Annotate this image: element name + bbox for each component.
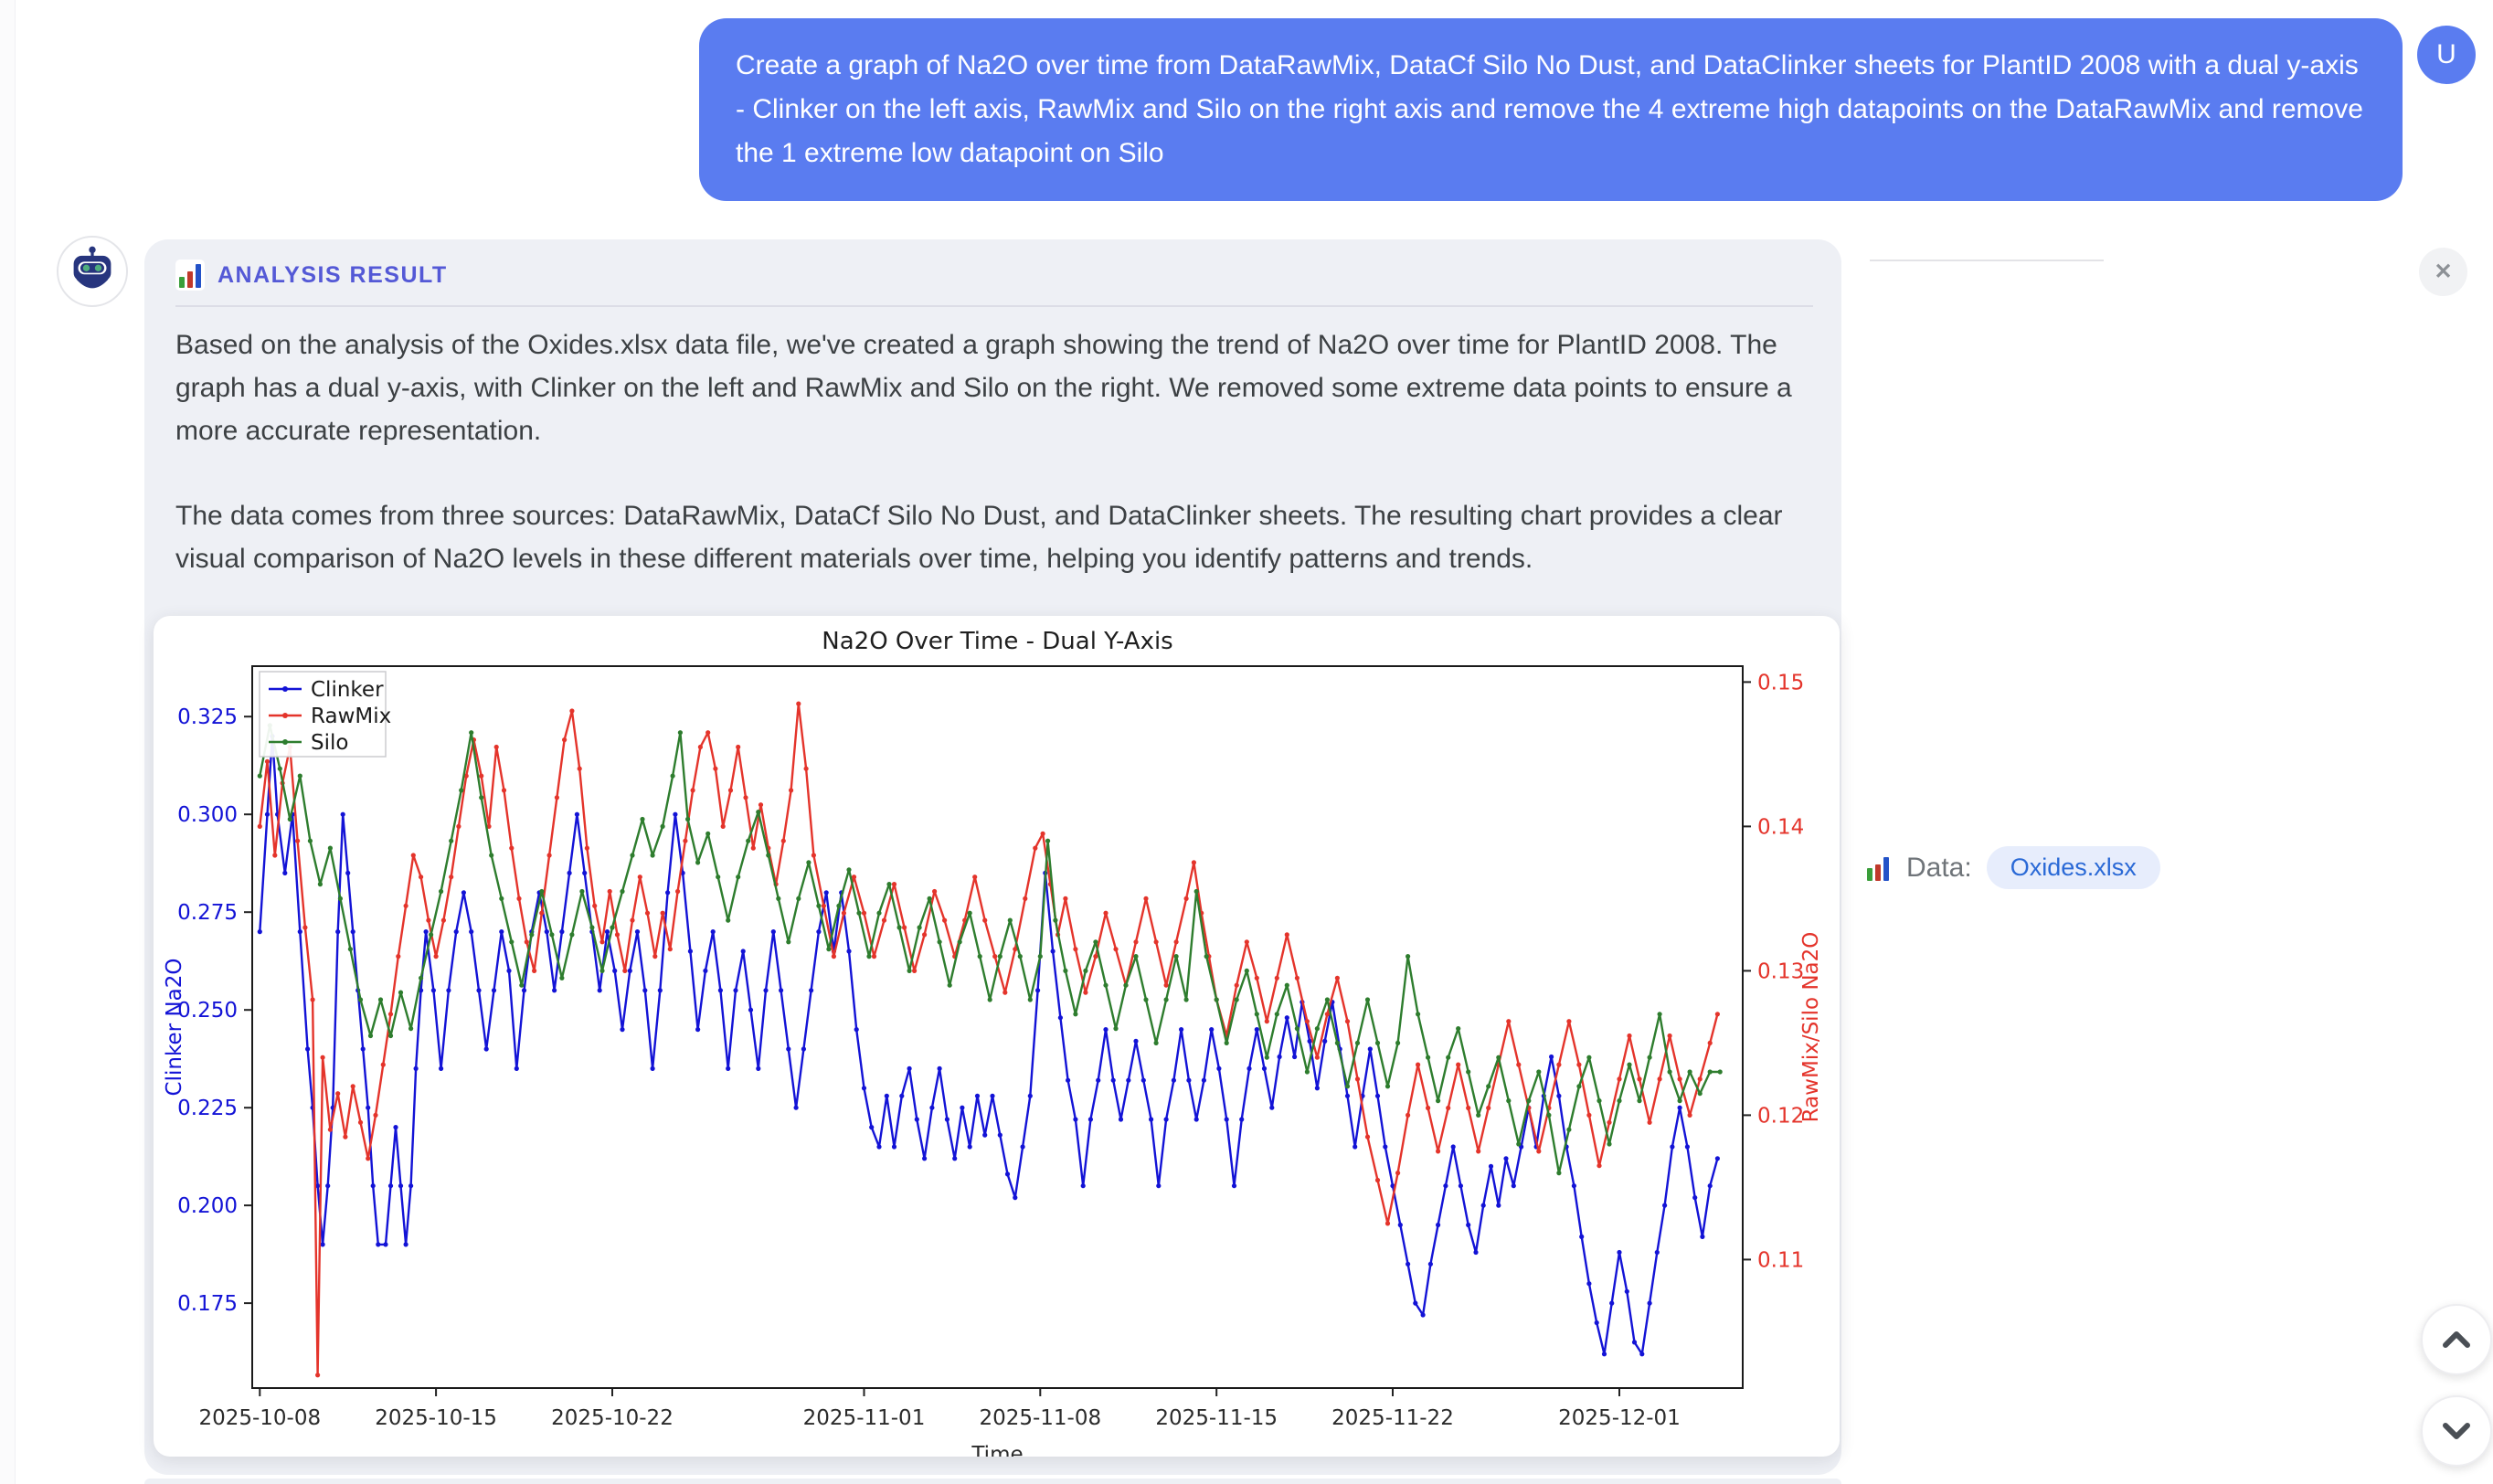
analysis-paragraph-2: The data comes from three sources: DataR…: [175, 501, 1783, 574]
user-avatar-letter: U: [2436, 39, 2456, 69]
left-edge-strip: [0, 0, 16, 1484]
analysis-text: Based on the analysis of the Oxides.xlsx…: [175, 323, 1822, 622]
svg-text:0.175: 0.175: [177, 1292, 238, 1316]
header-divider: [175, 305, 1813, 307]
svg-text:Clinker Na2O: Clinker Na2O: [163, 959, 186, 1097]
svg-text:0.12: 0.12: [1757, 1104, 1804, 1128]
next-message-card-edge: [144, 1479, 1841, 1484]
data-label: Data:: [1906, 852, 1972, 883]
bot-avatar: [57, 236, 128, 307]
bar-green: [1867, 867, 1872, 881]
svg-text:2025-11-22: 2025-11-22: [1331, 1406, 1454, 1430]
svg-text:Clinker: Clinker: [311, 678, 384, 702]
user-message-bubble: Create a graph of Na2O over time from Da…: [699, 18, 2403, 201]
svg-text:0.11: 0.11: [1757, 1248, 1804, 1272]
scroll-down-button[interactable]: [2421, 1395, 2492, 1467]
user-avatar: U: [2417, 26, 2476, 84]
file-chip-oxides[interactable]: Oxides.xlsx: [1986, 846, 2160, 889]
svg-text:RawMix/Silo Na2O: RawMix/Silo Na2O: [1799, 932, 1823, 1123]
svg-text:2025-11-15: 2025-11-15: [1155, 1406, 1278, 1430]
svg-text:Na2O Over Time - Dual Y-Axis: Na2O Over Time - Dual Y-Axis: [822, 628, 1172, 655]
chart-card: Na2O Over Time - Dual Y-Axis 0.325 0.300 0.…: [154, 616, 1840, 1457]
data-attachment-row: Data: Oxides.xlsx: [1864, 846, 2160, 889]
svg-text:2025-11-08: 2025-11-08: [979, 1406, 1101, 1430]
bar-blue: [1883, 856, 1889, 881]
svg-text:Silo: Silo: [311, 731, 348, 755]
scroll-up-button[interactable]: [2421, 1304, 2492, 1375]
user-message-text: Create a graph of Na2O over time from Da…: [736, 50, 2363, 168]
svg-text:0.225: 0.225: [177, 1097, 238, 1120]
svg-text:0.14: 0.14: [1757, 815, 1804, 839]
robot-icon: [73, 246, 111, 289]
svg-text:2025-10-22: 2025-10-22: [551, 1406, 674, 1430]
svg-text:2025-12-01: 2025-12-01: [1558, 1406, 1681, 1430]
bar-blue: [196, 264, 201, 288]
svg-text:0.15: 0.15: [1757, 671, 1804, 694]
bar-chart-icon: [175, 260, 205, 291]
analysis-header-label: ANALYSIS RESULT: [217, 261, 448, 288]
bar-red: [1875, 864, 1881, 881]
analysis-result-card: ANALYSIS RESULT Based on the analysis of…: [144, 239, 1841, 1475]
close-icon: ✕: [2434, 260, 2453, 284]
chevron-up-icon: [2443, 1331, 2470, 1348]
svg-text:0.325: 0.325: [177, 705, 238, 729]
svg-text:Time: Time: [971, 1443, 1023, 1457]
na2o-chart: Na2O Over Time - Dual Y-Axis 0.325 0.300 0.…: [163, 628, 1823, 1457]
close-button[interactable]: ✕: [2419, 248, 2467, 296]
analysis-header: ANALYSIS RESULT: [175, 260, 448, 291]
right-panel-divider: [1870, 260, 2104, 261]
svg-text:RawMix: RawMix: [311, 705, 391, 728]
svg-text:0.13: 0.13: [1757, 959, 1804, 983]
svg-text:0.250: 0.250: [177, 999, 238, 1023]
svg-text:0.275: 0.275: [177, 901, 238, 925]
chevron-down-icon: [2443, 1423, 2470, 1439]
svg-text:2025-10-15: 2025-10-15: [375, 1406, 497, 1430]
svg-text:0.200: 0.200: [177, 1194, 238, 1218]
bar-red: [187, 271, 193, 288]
svg-text:0.300: 0.300: [177, 803, 238, 827]
bar-chart-icon: [1864, 852, 1892, 884]
svg-text:2025-11-01: 2025-11-01: [803, 1406, 926, 1430]
analysis-paragraph-1: Based on the analysis of the Oxides.xlsx…: [175, 330, 1792, 446]
svg-text:2025-10-08: 2025-10-08: [198, 1406, 321, 1430]
bar-green: [179, 277, 185, 288]
